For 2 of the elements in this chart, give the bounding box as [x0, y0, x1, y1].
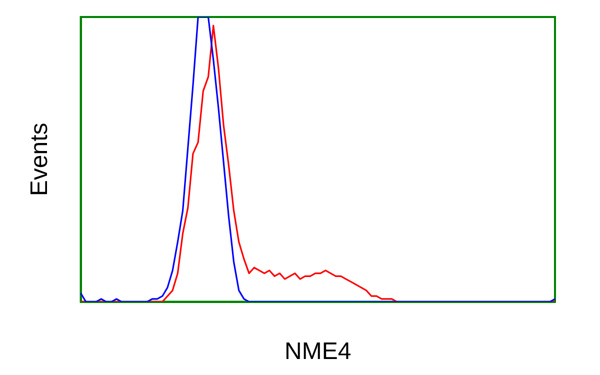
y-axis-title: Events — [26, 122, 54, 196]
x-axis-title: NME4 — [284, 338, 352, 366]
